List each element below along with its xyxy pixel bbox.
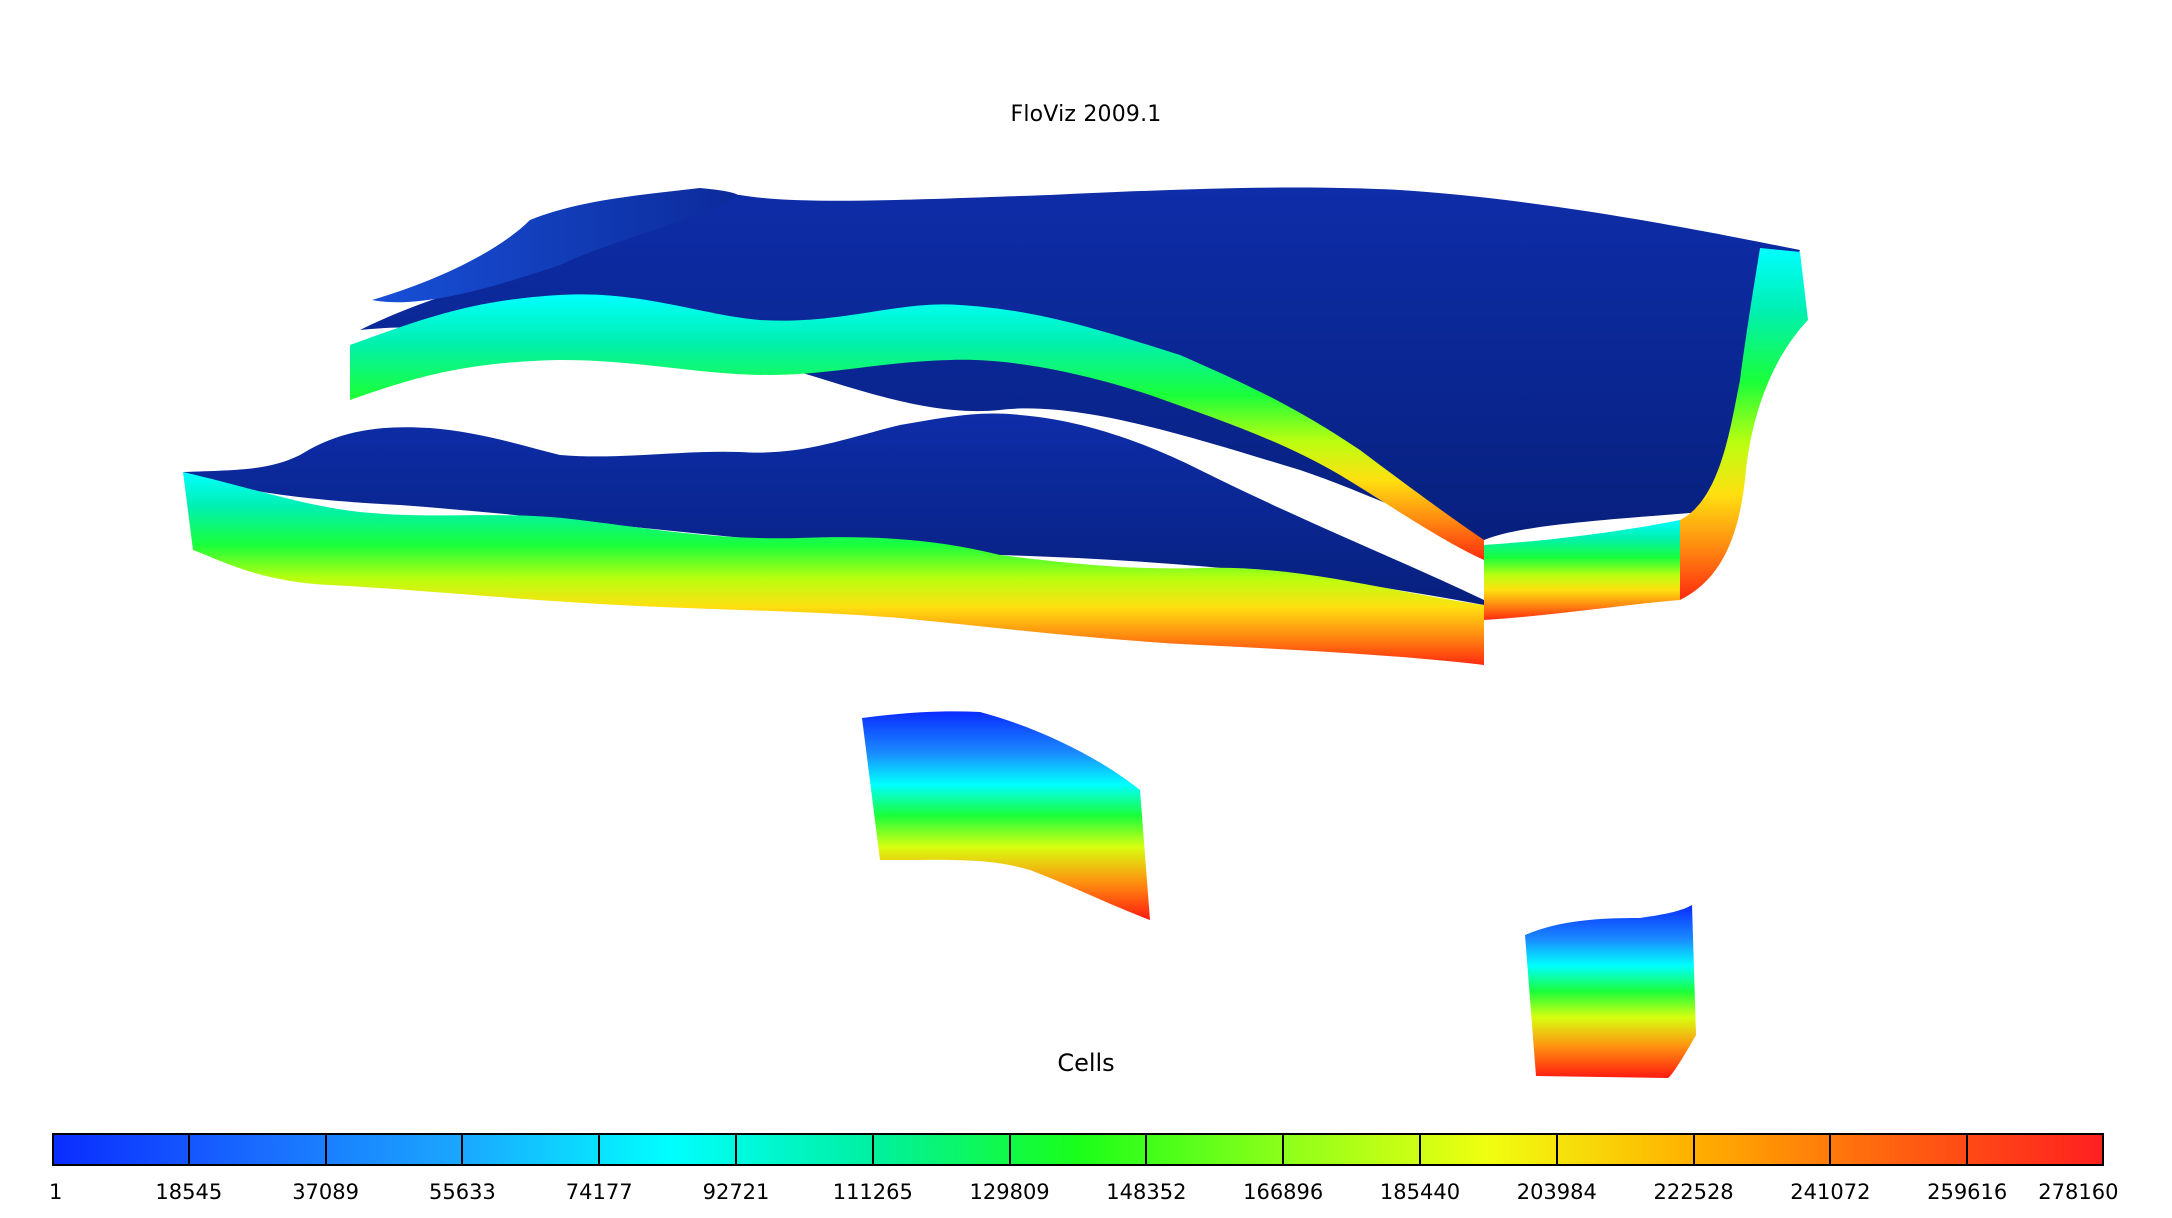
colorbar-tick-label: 55633	[428, 1180, 496, 1204]
color-scale-bar	[52, 1133, 2104, 1166]
colorbar-tick	[735, 1133, 737, 1166]
colorbar-tick-label: 37089	[292, 1180, 359, 1204]
colorbar-tick-label: 185440	[1379, 1180, 1461, 1204]
colorbar-tick-label: 241072	[1790, 1180, 1871, 1204]
colorbar-tick-label: 166896	[1243, 1180, 1324, 1204]
colorbar-tick	[1419, 1133, 1421, 1166]
colorbar-tick-label: 129809	[969, 1180, 1050, 1204]
colorbar-tick	[1282, 1133, 1285, 1166]
colorbar-tick	[1145, 1133, 1148, 1166]
colorbar-tick-label: 111265	[832, 1180, 913, 1204]
colorbar-tick-label: 92721	[702, 1180, 770, 1204]
colorbar-tick-label: 278160	[2038, 1180, 2119, 1204]
colorbar-tick	[1829, 1133, 1832, 1166]
upper-slab-side-face	[350, 294, 1484, 560]
colorbar-tick-label: 1	[49, 1180, 63, 1204]
colorbar-tick	[187, 1133, 190, 1166]
upper-slab-east-wall	[1680, 248, 1808, 600]
colorbar-tick	[871, 1133, 874, 1166]
colorbar-tick	[1966, 1133, 1969, 1166]
colorbar-tick-label: 74177	[565, 1180, 633, 1204]
colorbar-tick-label: 18545	[155, 1180, 223, 1204]
color-scale-ticks	[52, 1133, 2104, 1166]
colorbar-tick	[598, 1133, 601, 1166]
app-title: FloViz 2009.1	[1010, 102, 1162, 127]
colorbar-tick	[1555, 1133, 1558, 1166]
legend-title: Cells	[1057, 1049, 1115, 1077]
colorbar-tick	[1692, 1133, 1695, 1166]
upper-slab-right-side-face	[1484, 520, 1680, 620]
colorbar-tick-label: 259616	[1927, 1180, 2008, 1204]
colorbar-tick-label: 148352	[1106, 1180, 1187, 1204]
colorbar-tick-label: 203984	[1516, 1180, 1597, 1204]
colorbar-tick	[1008, 1133, 1011, 1166]
upper-ridge-top-surface	[372, 188, 740, 303]
lower-right-block	[1525, 905, 1696, 1078]
colorbar-tick	[324, 1133, 327, 1166]
colorbar-tick	[461, 1133, 464, 1166]
colorbar-tick-label: 222528	[1653, 1180, 1734, 1204]
lower-slab-side-face	[183, 472, 1484, 665]
middle-block	[862, 711, 1150, 920]
lower-slab-top-surface	[183, 413, 1484, 605]
